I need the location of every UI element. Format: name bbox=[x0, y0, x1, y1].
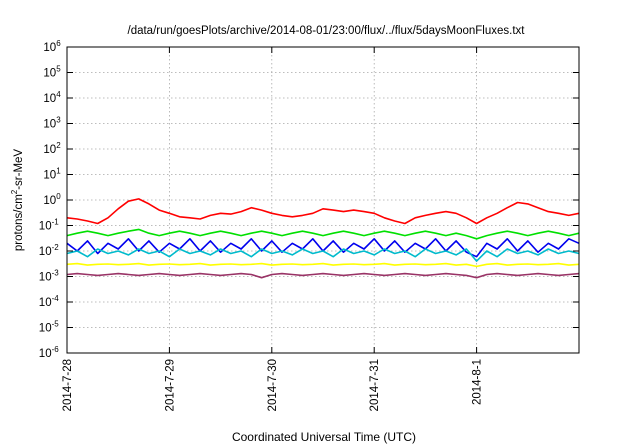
y-tick-label-exponent: 5 bbox=[56, 65, 61, 74]
data-series bbox=[66, 198, 580, 279]
y-tick-label-base: 10 bbox=[43, 170, 56, 182]
y-tick-label: 10-3 bbox=[39, 269, 59, 284]
y-tick-label-exponent: -3 bbox=[52, 269, 60, 278]
y-tick-label: 101 bbox=[43, 167, 61, 182]
y-tick-label-exponent: -2 bbox=[52, 243, 60, 252]
series-line-2 bbox=[66, 228, 580, 240]
y-tick-label: 104 bbox=[43, 90, 61, 105]
y-tick-label-base: 10 bbox=[43, 195, 56, 207]
x-tick-label: 2014-7-28 bbox=[62, 359, 74, 411]
y-tick-label-base: 10 bbox=[43, 42, 56, 54]
y-axis-label-unit: protons/cm bbox=[13, 194, 25, 251]
y-tick-label: 10-4 bbox=[39, 294, 59, 309]
y-tick-label-exponent: 3 bbox=[56, 116, 61, 125]
y-axis-label-superscript: 2 bbox=[10, 189, 19, 194]
y-tick-label-exponent: 1 bbox=[56, 167, 61, 176]
y-tick-label-base: 10 bbox=[39, 297, 52, 309]
y-tick-label: 105 bbox=[43, 65, 61, 80]
x-axis-label: Coordinated Universal Time (UTC) bbox=[232, 430, 416, 444]
y-tick-label-base: 10 bbox=[39, 246, 52, 258]
x-tick-label: 2014-7-30 bbox=[267, 359, 279, 411]
y-tick-label: 10-1 bbox=[39, 218, 59, 233]
y-tick-label: 10-6 bbox=[39, 345, 59, 360]
series-line-4 bbox=[66, 248, 580, 262]
x-tick-label: 2014-8-1 bbox=[472, 359, 484, 405]
y-tick-label: 10-5 bbox=[39, 320, 59, 335]
y-tick-label: 100 bbox=[43, 192, 61, 207]
y-tick-label-exponent: 0 bbox=[56, 192, 61, 201]
y-tick-label-base: 10 bbox=[43, 119, 56, 131]
y-tick-label-exponent: -6 bbox=[52, 345, 60, 354]
y-tick-label-exponent: 6 bbox=[56, 39, 61, 48]
series-line-5 bbox=[66, 262, 580, 268]
y-tick-label-base: 10 bbox=[43, 144, 56, 156]
series-line-6 bbox=[66, 272, 580, 279]
x-tick-label: 2014-7-31 bbox=[369, 359, 381, 411]
y-tick-label: 102 bbox=[43, 141, 61, 156]
y-tick-label-exponent: -1 bbox=[52, 218, 60, 227]
y-tick-label-base: 10 bbox=[39, 348, 52, 360]
y-tick-label: 10-2 bbox=[39, 243, 59, 258]
series-line-3 bbox=[66, 238, 580, 258]
y-tick-label-base: 10 bbox=[39, 221, 52, 233]
y-tick-label-base: 10 bbox=[43, 68, 56, 80]
y-tick-label-base: 10 bbox=[39, 272, 52, 284]
y-tick-label: 106 bbox=[43, 39, 61, 54]
y-tick-label-exponent: 4 bbox=[56, 90, 61, 99]
y-axis: 10-610-510-410-310-210-11001011021031041… bbox=[39, 39, 579, 360]
x-axis: 2014-7-28 2014-7-29 2014-7-30 2014-7-31 2014… bbox=[62, 47, 484, 411]
y-tick-label: 103 bbox=[43, 116, 61, 131]
y-tick-label-base: 10 bbox=[43, 93, 56, 105]
series-line-1 bbox=[66, 198, 580, 225]
y-tick-label-exponent: -5 bbox=[52, 320, 60, 329]
y-axis-label-rest: -sr-MeV bbox=[13, 149, 25, 190]
chart-title: /data/run/goesPlots/archive/2014-08-01/2… bbox=[128, 25, 526, 37]
x-tick-label: 2014-7-29 bbox=[164, 359, 176, 411]
y-tick-label-exponent: 2 bbox=[56, 141, 61, 150]
y-axis-label: protons/cm2-sr-MeV bbox=[10, 149, 25, 252]
y-tick-label-base: 10 bbox=[39, 323, 52, 335]
grid bbox=[67, 47, 579, 353]
y-tick-label-exponent: -4 bbox=[52, 294, 60, 303]
